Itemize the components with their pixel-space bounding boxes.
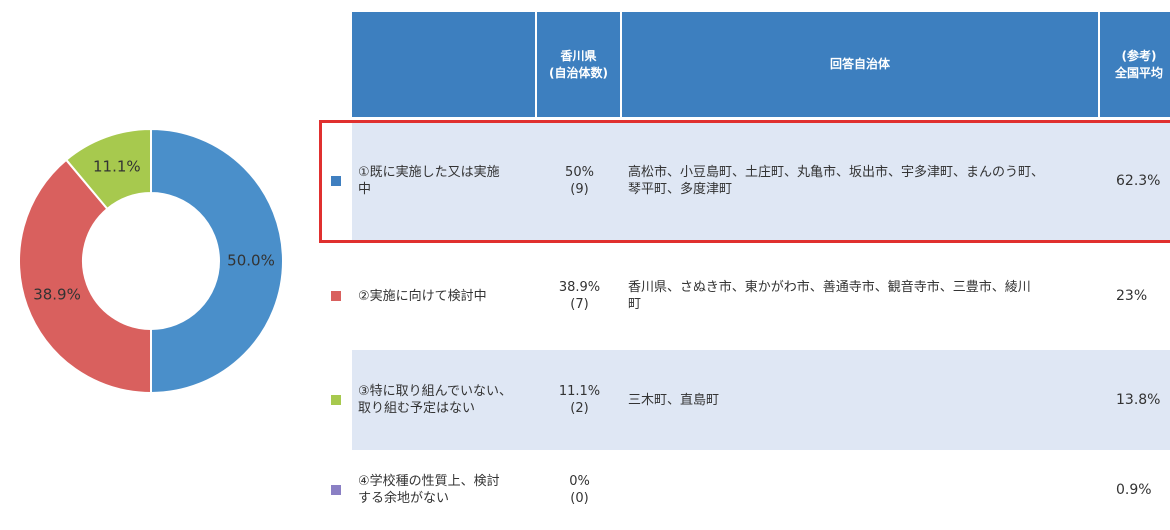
highlight-box [319, 120, 1170, 243]
text-line: 回答自治体 [829, 57, 890, 71]
text-line: ②実施に向けて検討中 [358, 288, 487, 304]
header-cell: 香川県 (自治体数) [537, 12, 622, 117]
text-line: 取り組む予定はない [358, 401, 476, 416]
text-line: (参考) [1121, 48, 1157, 63]
label-cell: ①既に実施した又は実施中 [356, 120, 536, 242]
legend-marker [331, 395, 341, 405]
text-line: 三木町、直島町 [628, 392, 720, 408]
national-cell: 13.8% [1116, 391, 1161, 408]
text-line: 高松市、小豆島町、土庄町、丸亀市、坂出市、宇多津町、まんのう町、 [628, 165, 1045, 180]
pct-cell: 50% (9) [537, 120, 622, 242]
count: (9) [570, 182, 589, 197]
header-cell: (参考) 全国平均 [1100, 12, 1170, 117]
text-line: 町 [628, 297, 642, 312]
text-line: 香川県、さぬき市、東かがわ市、善通寺市、観音寺市、三豊市、綾川 [628, 280, 1031, 295]
slice-label: 50.0% [227, 252, 275, 270]
slice-label: 11.1% [93, 158, 141, 176]
municipalities-cell [628, 450, 1100, 530]
text-line: ④学校種の性質上、検討 [358, 474, 500, 489]
municipalities-cell: 三木町、直島町 [628, 350, 1100, 450]
row-bg [352, 242, 1170, 350]
donut-slice [150, 127, 284, 395]
count: (2) [570, 401, 589, 416]
pct-cell: 11.1% (2) [537, 350, 622, 450]
header-cell: 回答自治体 [622, 12, 1100, 117]
row-bg [352, 350, 1170, 450]
label-cell: ③特に取り組んでいない、 取り組む予定はない [356, 350, 536, 450]
header-cell [352, 12, 537, 117]
text-line: ③特に取り組んでいない、 [358, 384, 513, 399]
label-cell: ④学校種の性質上、検討 する余地がない [356, 450, 536, 530]
municipalities-cell: 香川県、さぬき市、東かがわ市、善通寺市、観音寺市、三豊市、綾川町 [628, 242, 1100, 350]
pct-cell: 38.9% (7) [537, 242, 622, 350]
donut-chart: 50.0% 38.9% 11.1% [18, 127, 284, 395]
text-line: 全国平均 [1114, 65, 1163, 80]
count: (0) [570, 491, 589, 506]
donut-slice [64, 127, 152, 211]
count: (7) [570, 297, 589, 312]
text-line: 香川県 [560, 48, 597, 63]
municipalities-cell: 高松市、小豆島町、土庄町、丸亀市、坂出市、宇多津町、まんのう町、 琴平町、多度津町 [628, 120, 1100, 242]
donut-slice [18, 158, 152, 395]
pct: 0% [569, 474, 590, 489]
pct: 50% [565, 165, 594, 180]
pct: 38.9% [558, 280, 601, 295]
pct-cell: 0% (0) [537, 450, 622, 530]
text-line: 中 [358, 182, 372, 197]
text-line: ①既に実施した又は実施 [358, 165, 500, 180]
page: {"chart_data": {"type": "donut", "values… [18, 12, 1170, 506]
slice-label: 38.9% [33, 286, 81, 304]
legend-marker [331, 176, 341, 186]
legend-marker [331, 485, 341, 495]
row-bg [352, 450, 1170, 530]
national-cell: 0.9% [1116, 481, 1152, 498]
pct: 11.1% [558, 384, 601, 399]
national-cell: 62.3% [1116, 172, 1161, 189]
row-bg [352, 120, 1170, 242]
legend-marker [331, 291, 341, 301]
text-line: 琴平町、多度津町 [628, 182, 733, 197]
text-line: (自治体数) [549, 65, 608, 80]
label-cell: ②実施に向けて検討中 [356, 242, 536, 350]
text-line: する余地がない [358, 491, 450, 506]
national-cell: 23% [1116, 287, 1148, 304]
